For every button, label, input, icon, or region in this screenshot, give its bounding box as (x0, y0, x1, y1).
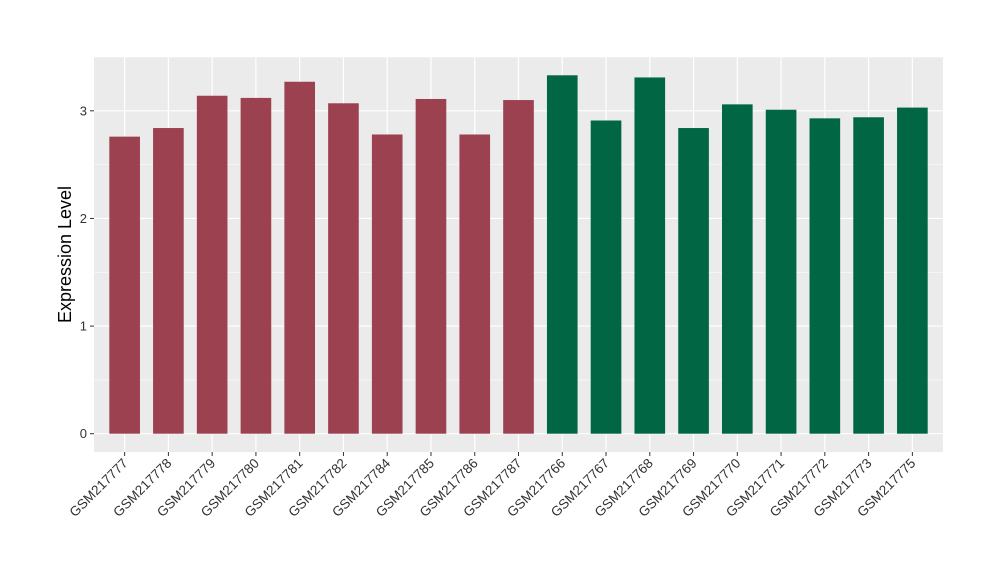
bar-GSM217787 (503, 100, 534, 434)
y-tick-label: 3 (80, 103, 87, 118)
bar-GSM217785 (415, 98, 447, 434)
bar-GSM217784 (371, 134, 403, 434)
y-tick-label: 0 (80, 426, 87, 441)
bar-GSM217779 (196, 95, 228, 434)
bar-GSM217767 (590, 120, 622, 434)
bar-GSM217775 (897, 107, 928, 434)
bar-GSM217773 (853, 117, 884, 434)
y-tick-label: 2 (80, 211, 87, 226)
y-axis: 0 1 2 3 (80, 103, 94, 441)
bars (109, 75, 928, 434)
bar-GSM217777 (109, 136, 140, 434)
bar-GSM217770 (721, 104, 753, 434)
bar-GSM217771 (765, 109, 797, 434)
x-axis: GSM217777GSM217778GSM217779GSM217780GSM2… (67, 452, 918, 520)
bar-GSM217781 (284, 81, 316, 434)
bar-GSM217766 (546, 75, 578, 434)
y-axis-title: Expression Level (55, 186, 75, 323)
bar-GSM217778 (153, 128, 184, 434)
bar-GSM217786 (459, 134, 491, 434)
bar-GSM217780 (240, 97, 272, 434)
bar-GSM217768 (634, 77, 666, 434)
bar-GSM217782 (328, 103, 359, 434)
y-tick-label: 1 (80, 319, 87, 334)
bar-GSM217772 (809, 118, 841, 434)
bar-GSM217769 (678, 128, 709, 434)
